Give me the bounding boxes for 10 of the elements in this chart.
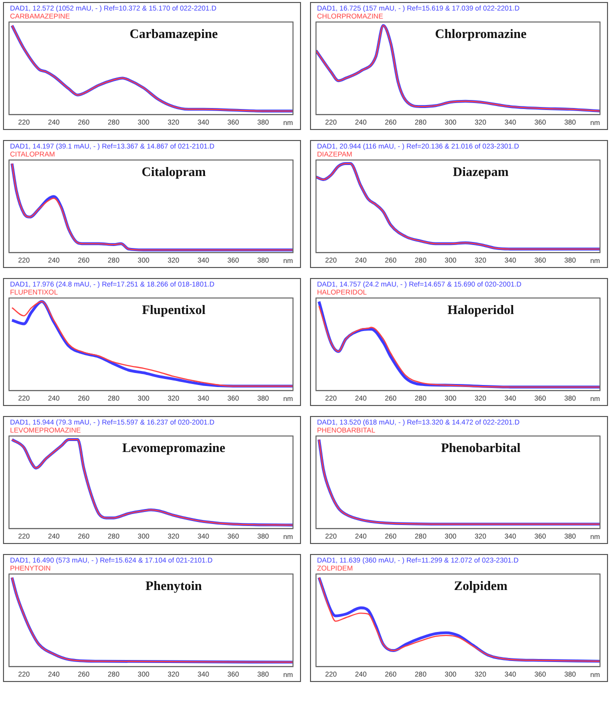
chart-title: Carbamazepine (130, 26, 218, 41)
chart-title: Phenobarbital (440, 440, 521, 455)
chart-title: Zolpidem (454, 578, 508, 593)
chart-title: Levomepromazine (122, 440, 226, 455)
chart-title: Chlorpromazine (434, 26, 527, 41)
chart-title: Flupentixol (142, 302, 206, 317)
chart-title: Phenytoin (146, 578, 203, 593)
chart-title: Diazepam (452, 164, 509, 179)
chart-title: Haloperidol (447, 302, 514, 317)
chart-title: Citalopram (142, 164, 206, 179)
